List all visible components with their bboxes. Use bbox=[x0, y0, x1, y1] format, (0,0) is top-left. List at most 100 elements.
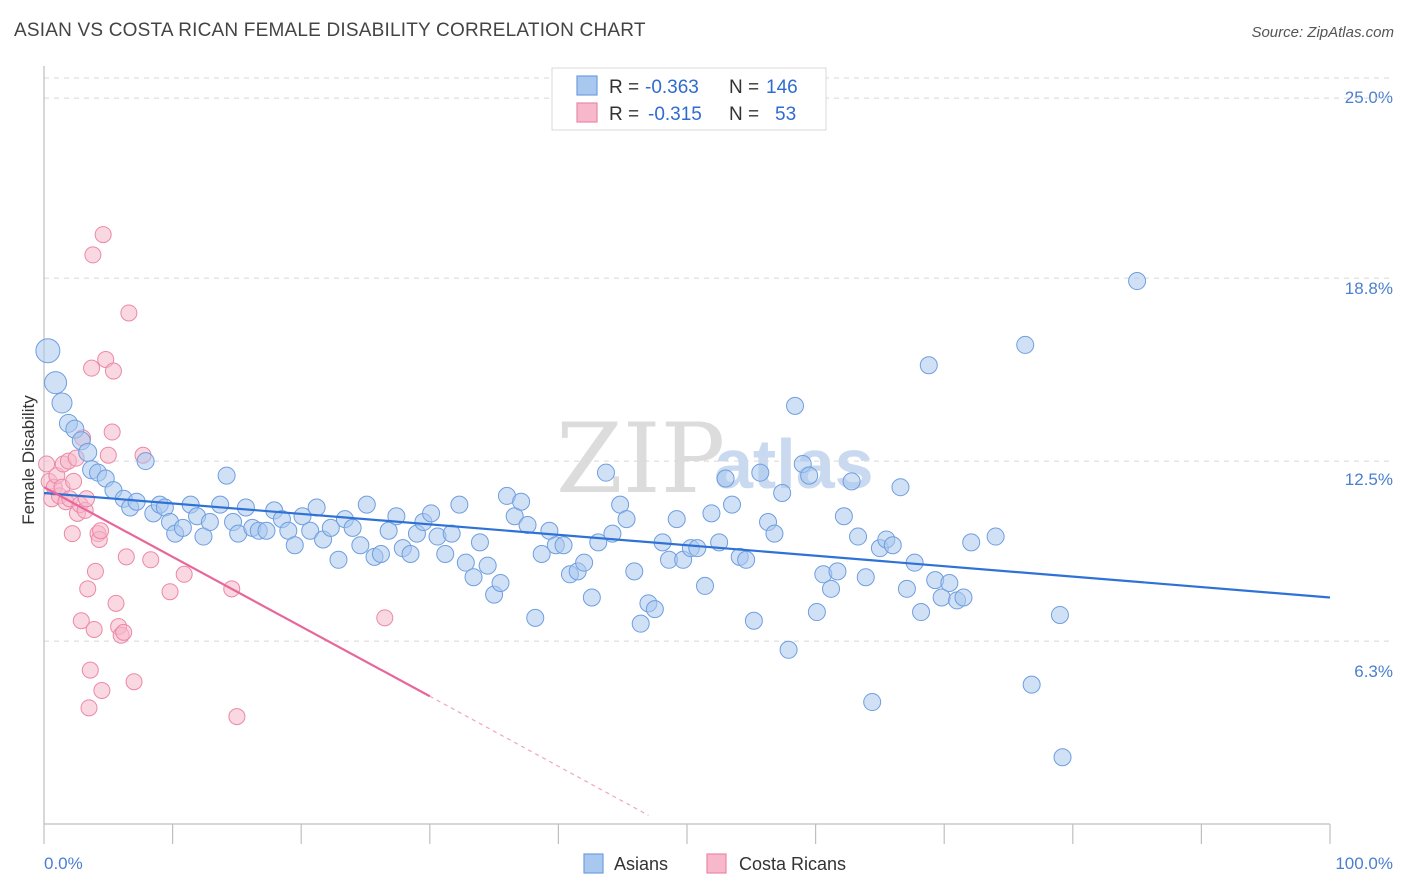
x-tick-0: 0.0% bbox=[44, 854, 83, 873]
legend-bottom-cr: Costa Ricans bbox=[739, 854, 846, 874]
asian-point bbox=[307, 498, 326, 517]
costa-rican-point bbox=[81, 661, 99, 679]
costa-rican-point bbox=[376, 609, 394, 627]
costa-rican-point bbox=[142, 551, 160, 569]
legend-bottom-asians: Asians bbox=[614, 854, 668, 874]
asian-point bbox=[582, 588, 601, 607]
costa-rican-point bbox=[103, 423, 121, 441]
asian-point bbox=[912, 603, 931, 622]
asian-point bbox=[688, 539, 707, 558]
costa-rican-point bbox=[85, 620, 103, 638]
asian-point bbox=[773, 484, 792, 503]
asian-point bbox=[217, 466, 236, 485]
asian-point bbox=[1050, 605, 1069, 624]
asian-point bbox=[596, 463, 615, 482]
legend-bottom-swatch-asians bbox=[583, 853, 604, 874]
legend-bottom-swatch-cr bbox=[706, 853, 727, 874]
grid-layer bbox=[44, 77, 1393, 642]
asian-point bbox=[667, 510, 686, 529]
asian-point bbox=[751, 463, 770, 482]
asian-point bbox=[136, 452, 155, 471]
costa-rican-point bbox=[99, 446, 117, 464]
asians-trend-line bbox=[43, 491, 1331, 599]
asian-point bbox=[293, 507, 312, 526]
asian-point bbox=[554, 536, 573, 555]
asian-point bbox=[617, 510, 636, 529]
asian-point bbox=[450, 495, 469, 514]
asian-point bbox=[919, 356, 938, 375]
asian-point bbox=[828, 562, 847, 581]
legend-r-value-asians: -0.363 bbox=[645, 77, 699, 98]
y-axis-label: Female Disability bbox=[19, 395, 38, 525]
asian-point bbox=[379, 521, 398, 540]
asian-point bbox=[986, 527, 1005, 546]
costa-rican-point bbox=[94, 226, 112, 244]
asian-point bbox=[856, 568, 875, 587]
asian-point bbox=[696, 576, 715, 595]
asian-point bbox=[329, 550, 348, 569]
asian-point bbox=[518, 515, 537, 534]
asian-point bbox=[575, 553, 594, 572]
costa-rican-point bbox=[72, 612, 90, 630]
asian-point bbox=[716, 469, 735, 488]
source-label: Source: ZipAtlas.com bbox=[1251, 24, 1394, 41]
asian-point bbox=[834, 507, 853, 526]
asian-point bbox=[464, 568, 483, 587]
asian-point bbox=[765, 524, 784, 543]
costa-rican-point bbox=[115, 623, 133, 641]
costa-rican-point bbox=[228, 708, 246, 726]
costa-rican-point bbox=[84, 246, 102, 264]
asian-point bbox=[1128, 272, 1147, 291]
asian-point bbox=[257, 521, 276, 540]
asian-point bbox=[173, 518, 192, 537]
legend-r-label-asians: R = bbox=[609, 77, 639, 98]
legend-n-value-cr: 53 bbox=[775, 104, 796, 125]
legend-r-value-cr: -0.315 bbox=[648, 104, 702, 125]
asian-point bbox=[631, 614, 650, 633]
costa-rican-point bbox=[104, 362, 122, 380]
asian-point bbox=[35, 338, 61, 364]
costa-rican-point bbox=[86, 562, 104, 580]
asian-point bbox=[800, 466, 819, 485]
asian-point bbox=[883, 536, 902, 555]
asian-point bbox=[645, 600, 664, 619]
asian-point bbox=[1053, 748, 1072, 767]
asian-point bbox=[200, 513, 219, 532]
asian-point bbox=[456, 553, 475, 572]
asian-point bbox=[285, 536, 304, 555]
legend-bottom: Asians Costa Ricans bbox=[583, 853, 846, 874]
asian-point bbox=[371, 544, 390, 563]
asian-point bbox=[1016, 335, 1035, 354]
costa-rican-point bbox=[125, 673, 143, 691]
legend-swatch-asians bbox=[576, 75, 598, 96]
asian-point bbox=[301, 521, 320, 540]
asian-point bbox=[863, 693, 882, 712]
axis-layer bbox=[43, 66, 1331, 844]
costa-rican-point bbox=[92, 522, 110, 540]
asian-point bbox=[401, 544, 420, 563]
costa-rican-point bbox=[77, 490, 95, 508]
costa-rican-point bbox=[80, 699, 98, 717]
asian-point bbox=[491, 574, 510, 593]
asian-point bbox=[849, 527, 868, 546]
costa-rican-point bbox=[83, 359, 101, 377]
costa-rican-point bbox=[65, 472, 83, 490]
costa-rican-point bbox=[107, 594, 125, 612]
asian-point bbox=[897, 579, 916, 598]
legend-r-label-cr: R = bbox=[609, 104, 639, 125]
watermark-zip: ZIP bbox=[556, 403, 725, 515]
asian-point bbox=[44, 371, 68, 395]
asian-point bbox=[1022, 675, 1041, 694]
y-tick-25: 25.0% bbox=[1345, 88, 1393, 107]
costa-rican-point bbox=[117, 548, 135, 566]
asian-point bbox=[744, 611, 763, 630]
costa-rican-point bbox=[79, 580, 97, 598]
legend-n-label-asians: N = bbox=[729, 77, 759, 98]
asian-point bbox=[211, 495, 230, 514]
asian-point bbox=[625, 562, 644, 581]
legend-n-value-asians: 146 bbox=[766, 77, 798, 98]
asian-point bbox=[351, 536, 370, 555]
costa-ricans-points bbox=[38, 226, 394, 726]
asian-point bbox=[526, 608, 545, 627]
asian-point bbox=[842, 472, 861, 491]
